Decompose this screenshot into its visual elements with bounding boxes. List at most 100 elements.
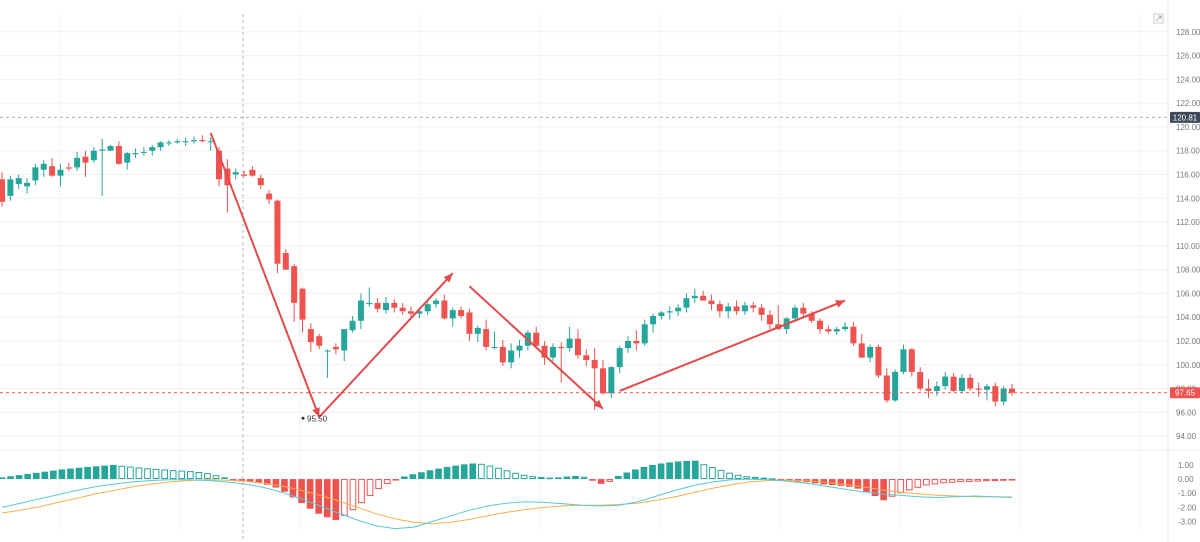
candle-body <box>291 266 298 303</box>
candles <box>0 135 1016 410</box>
macd-line <box>1 478 1013 530</box>
maximize-icon[interactable] <box>1153 13 1164 24</box>
candle-body <box>416 311 423 314</box>
trend-arrow-line <box>619 299 846 392</box>
candle-body <box>599 368 606 394</box>
candle-body <box>357 300 364 321</box>
macd-histogram-bar <box>589 479 596 481</box>
macd-histogram-bar <box>92 466 100 480</box>
macd-histogram-bar <box>614 475 622 480</box>
crosshair-price-label: 120.81 <box>1173 113 1198 122</box>
macd-histogram-bar <box>341 479 348 516</box>
price-tick-label: 120.00 <box>1176 123 1200 132</box>
candle-body <box>257 178 264 186</box>
candle-body <box>566 338 573 349</box>
macd-histogram-bar <box>229 479 237 481</box>
candle-body <box>1008 388 1016 393</box>
price-tick-label: 112.00 <box>1176 218 1200 227</box>
price-tick-label: 126.00 <box>1176 52 1200 61</box>
macd-histogram-bar <box>982 479 990 482</box>
candle-body <box>508 350 515 363</box>
macd-histogram-bar <box>828 479 836 485</box>
candle-body <box>1000 388 1007 402</box>
candle-body <box>433 300 440 305</box>
macd-axis[interactable]: 1.00 0.00 -1.00 -2.00 -3.00 <box>1178 461 1197 527</box>
price-tick-label: 124.00 <box>1176 75 1200 84</box>
macd-histogram-bar <box>178 470 186 480</box>
candle-body <box>32 167 39 181</box>
macd-histogram-bar <box>58 469 66 480</box>
macd-histogram-bar <box>375 479 382 489</box>
candle-body <box>207 141 214 143</box>
trend-arrow-head <box>593 399 603 409</box>
candle-body <box>558 346 565 349</box>
macd-histogram-bar <box>854 479 862 489</box>
candle-body <box>975 388 982 390</box>
candle-body <box>140 151 147 153</box>
trend-arrows[interactable] <box>209 132 846 418</box>
candle-body <box>7 179 14 196</box>
macd-histogram-bar <box>349 479 357 511</box>
macd-histogram-bar <box>0 477 6 480</box>
candle-body <box>424 304 431 312</box>
macd-histogram-bar <box>186 471 194 480</box>
macd-tick-label: -3.00 <box>1178 518 1197 527</box>
price-tick-label: 108.00 <box>1176 266 1200 275</box>
candle-body <box>241 174 248 176</box>
candle-body <box>591 360 598 369</box>
candle-body <box>958 377 965 391</box>
macd-histogram-bar <box>632 469 639 480</box>
macd-histogram-bar <box>383 479 391 485</box>
candle-body <box>833 329 840 332</box>
macd-histogram-bar <box>580 476 588 480</box>
signal-line <box>1 479 1013 525</box>
candle-body <box>858 343 865 358</box>
candle-body <box>750 305 757 308</box>
last-price-label: 97.65 <box>1175 389 1196 398</box>
macd-histogram-bar <box>640 466 648 480</box>
macd-histogram-bar <box>221 477 228 480</box>
macd-histogram-bar <box>75 467 83 480</box>
candle-body <box>791 307 798 319</box>
macd-histogram-bar <box>597 479 605 484</box>
macd-histogram-bar <box>127 466 134 480</box>
candle-body <box>808 313 815 321</box>
macd-histogram-bar <box>940 479 947 484</box>
candle-body <box>533 332 540 346</box>
macd-histogram-bar <box>503 470 511 480</box>
macd-histogram-bar <box>315 479 323 514</box>
candle-body <box>466 312 473 334</box>
macd-histogram-bar <box>7 476 14 480</box>
price-tick-label: 114.00 <box>1176 194 1200 203</box>
candle-body <box>983 386 990 390</box>
candle-body <box>115 145 122 164</box>
trend-arrow-head <box>835 300 846 308</box>
candle-body <box>266 193 273 200</box>
trend-arrow-head <box>312 407 320 418</box>
macd-histogram-bar <box>520 474 528 480</box>
macd-histogram-bar <box>67 468 74 480</box>
candle-body <box>274 200 281 264</box>
macd-histogram-bar <box>366 479 374 497</box>
candle-body <box>366 302 373 305</box>
macd-histogram-bar <box>212 475 220 480</box>
candle-body <box>608 367 615 394</box>
macd-histogram-bar <box>435 468 442 480</box>
macd-histogram-bar <box>118 465 126 480</box>
macd-histogram-bar <box>460 464 468 480</box>
candle-body <box>650 316 657 325</box>
macd-histogram-bar <box>700 464 708 480</box>
candle-body <box>683 298 690 308</box>
price-tick-label: 104.00 <box>1176 313 1200 322</box>
candle-body <box>399 307 406 312</box>
macd-histogram-bar <box>563 476 571 480</box>
macd-histogram-bar <box>418 472 425 480</box>
price-tick-label: 106.00 <box>1176 289 1200 298</box>
candle-body <box>875 346 882 376</box>
candle-body <box>0 179 6 202</box>
candle-body <box>299 288 306 320</box>
macd-histogram-bar <box>101 465 109 480</box>
price-axis[interactable]: 128.00 126.00 124.00 122.00 120.00 118.00 116.… <box>1176 28 1200 441</box>
